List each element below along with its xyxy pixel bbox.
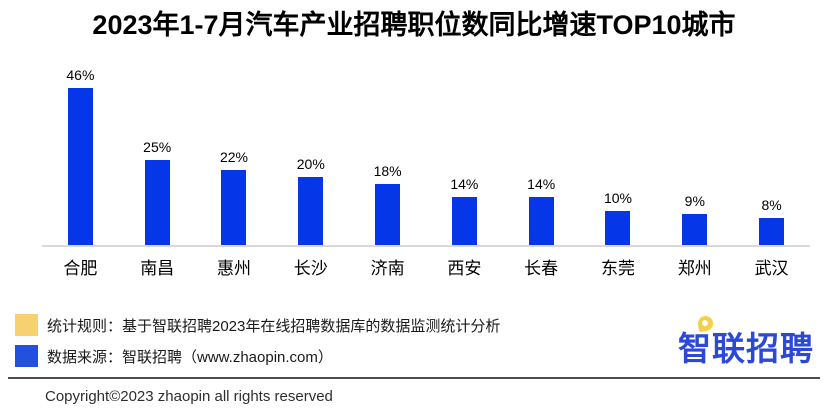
bar xyxy=(682,214,708,245)
copyright-text: Copyright©2023 zhaopin all rights reserv… xyxy=(45,388,333,405)
bar-column: 22% xyxy=(196,57,273,245)
bar-column: 18% xyxy=(349,57,426,245)
category-label: 合肥 xyxy=(63,259,98,278)
bar-column: 9% xyxy=(656,57,733,245)
category-label: 东莞 xyxy=(600,259,635,278)
legend-row: 数据来源：智联招聘（www.zhaopin.com） xyxy=(15,345,500,367)
category-label: 西安 xyxy=(447,259,482,278)
bar-chart: 46% 25% 22% 20% 18% 14% 14% 10% 9% 8% xyxy=(42,57,810,247)
legend-label: 数据来源：智联招聘（www.zhaopin.com） xyxy=(47,348,333,366)
legend-swatch-icon xyxy=(15,345,38,367)
bar xyxy=(451,197,477,245)
category-label: 济南 xyxy=(370,259,405,278)
bar xyxy=(605,211,631,245)
bar xyxy=(759,218,785,245)
bar-column: 46% xyxy=(42,57,119,245)
bar-column: 8% xyxy=(733,57,810,245)
logo-text: 智联招聘 xyxy=(678,330,814,367)
zhaopin-logo: 智联招聘 xyxy=(678,314,814,370)
bar-value-label: 14% xyxy=(450,176,479,192)
category-label: 长沙 xyxy=(293,259,328,278)
bar-value-label: 22% xyxy=(219,149,248,165)
bar xyxy=(221,170,247,245)
bar-value-label: 20% xyxy=(296,156,325,172)
bar-column: 10% xyxy=(580,57,657,245)
bar-value-label: 46% xyxy=(66,67,95,83)
bar-value-label: 25% xyxy=(143,139,172,155)
bar xyxy=(375,184,401,245)
chart-title: 2023年1-7月汽车产业招聘职位数同比增速TOP10城市 xyxy=(0,10,828,41)
bar-value-label: 10% xyxy=(603,190,632,206)
bar xyxy=(67,88,93,245)
legend-row: 统计规则：基于智联招聘2023年在线招聘数据库的数据监测统计分析 xyxy=(15,314,500,336)
category-label: 长春 xyxy=(524,259,559,278)
bar-column: 14% xyxy=(426,57,503,245)
category-label: 惠州 xyxy=(216,259,251,278)
category-label: 武汉 xyxy=(754,259,789,278)
bar xyxy=(528,197,554,245)
footer-divider xyxy=(8,377,820,379)
bar-column: 20% xyxy=(272,57,349,245)
legend-label: 统计规则：基于智联招聘2023年在线招聘数据库的数据监测统计分析 xyxy=(47,317,501,335)
bar-value-label: 8% xyxy=(761,197,782,213)
bar-column: 25% xyxy=(119,57,196,245)
bar xyxy=(298,177,324,245)
legend-swatch-icon xyxy=(15,314,38,336)
bar-value-label: 9% xyxy=(684,193,705,209)
bar xyxy=(144,160,170,245)
chart-title-text: 2023年1-7月汽车产业招聘职位数同比增速TOP10城市 xyxy=(92,10,736,40)
bar-column: 14% xyxy=(503,57,580,245)
category-label: 郑州 xyxy=(677,259,712,278)
x-axis-labels: 合肥 南昌 惠州 长沙 济南 西安 长春 东莞 郑州 武汉 xyxy=(42,254,810,279)
source-legend: 统计规则：基于智联招聘2023年在线招聘数据库的数据监测统计分析 数据来源：智联… xyxy=(15,314,500,367)
category-label: 南昌 xyxy=(140,259,175,278)
bar-value-label: 18% xyxy=(373,163,402,179)
bar-value-label: 14% xyxy=(527,176,556,192)
